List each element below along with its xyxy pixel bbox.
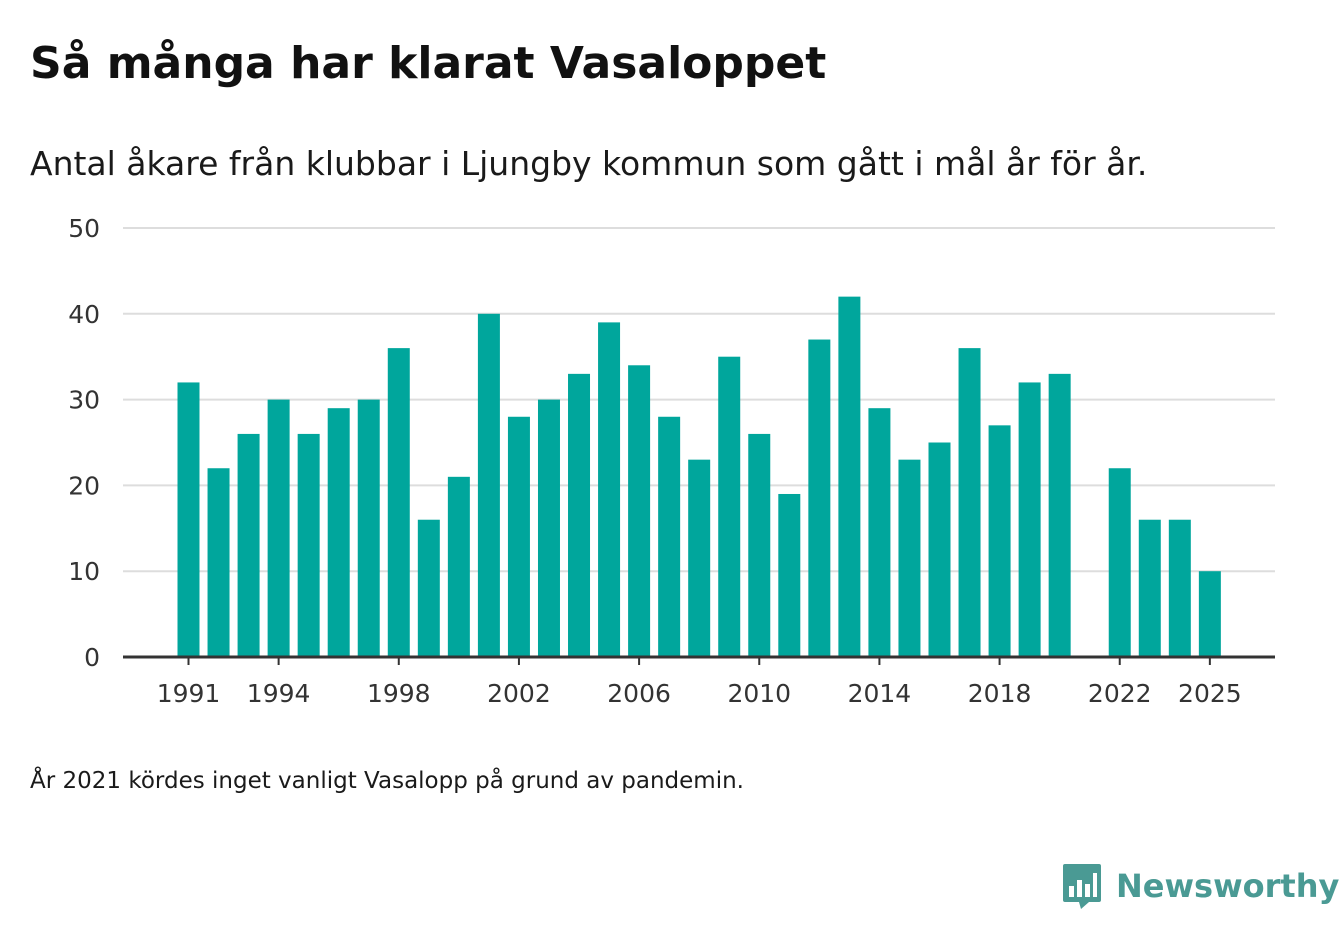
x-tick-label: 2018 [968,679,1032,708]
bar-2017 [958,348,981,657]
y-tick-label: 20 [68,471,100,500]
x-axis [123,655,1275,665]
x-tick-label: 2006 [607,679,671,708]
bar-2007 [658,416,681,657]
x-tick-label: 2002 [487,679,551,708]
y-tick-label: 0 [84,643,100,672]
bar-2006 [628,365,651,657]
bar-2015 [898,459,921,657]
bar-2016 [928,442,951,657]
bar-2010 [748,433,771,657]
bar-2020 [1048,373,1071,657]
bar-2003 [537,399,560,657]
bar-2024 [1168,519,1191,657]
x-tick-label: 2014 [848,679,912,708]
bar-2018 [988,425,1011,657]
bar-2002 [507,416,530,657]
bar-1997 [357,399,380,657]
bar-2000 [447,476,470,657]
bar-1999 [417,519,440,657]
bar-2022 [1108,468,1131,657]
x-tick-label: 2010 [727,679,791,708]
bar-2011 [778,493,801,657]
bar-1994 [267,399,290,657]
bar-chart: 0 10 20 30 40 50 1991 1994 1998 2002 2006 2010 2014… [68,214,1275,708]
bar-1991 [177,382,200,657]
bar-2019 [1018,382,1041,657]
bar-1998 [387,348,410,657]
y-axis-labels: 0 10 20 30 40 50 [68,214,100,672]
bar-1993 [237,433,260,657]
x-tick-label: 2022 [1088,679,1152,708]
newsworthy-logo-icon [1063,864,1101,909]
bars [177,296,1221,657]
y-tick-label: 30 [68,386,100,415]
bar-2009 [718,356,741,657]
bar-2001 [477,313,500,657]
chart-subtitle: Antal åkare från klubbar i Ljungby kommu… [30,144,1148,183]
bar-2014 [868,408,891,657]
bar-2008 [688,459,711,657]
bar-2013 [838,296,861,657]
bar-2005 [598,322,621,657]
bar-2012 [808,339,831,657]
x-tick-label: 2025 [1178,679,1242,708]
brand: Newsworthy [1062,862,1339,910]
brand-name: Newsworthy [1116,867,1340,905]
y-tick-label: 10 [68,557,100,586]
x-tick-label: 1991 [157,679,221,708]
bar-1996 [327,408,350,657]
footnote: År 2021 kördes inget vanligt Vasalopp på… [30,768,744,794]
y-tick-label: 50 [68,214,100,243]
x-tick-label: 1994 [247,679,311,708]
bar-1995 [297,433,320,657]
bar-2004 [568,373,591,657]
bar-2025 [1198,571,1221,657]
bar-1992 [207,468,230,657]
x-axis-labels: 1991 1994 1998 2002 2006 2010 2014 2018 2022 2025 [157,679,1242,708]
y-tick-label: 40 [68,300,100,329]
bar-2023 [1138,519,1161,657]
x-tick-label: 1998 [367,679,431,708]
chart-title: Så många har klarat Vasaloppet [30,38,827,89]
